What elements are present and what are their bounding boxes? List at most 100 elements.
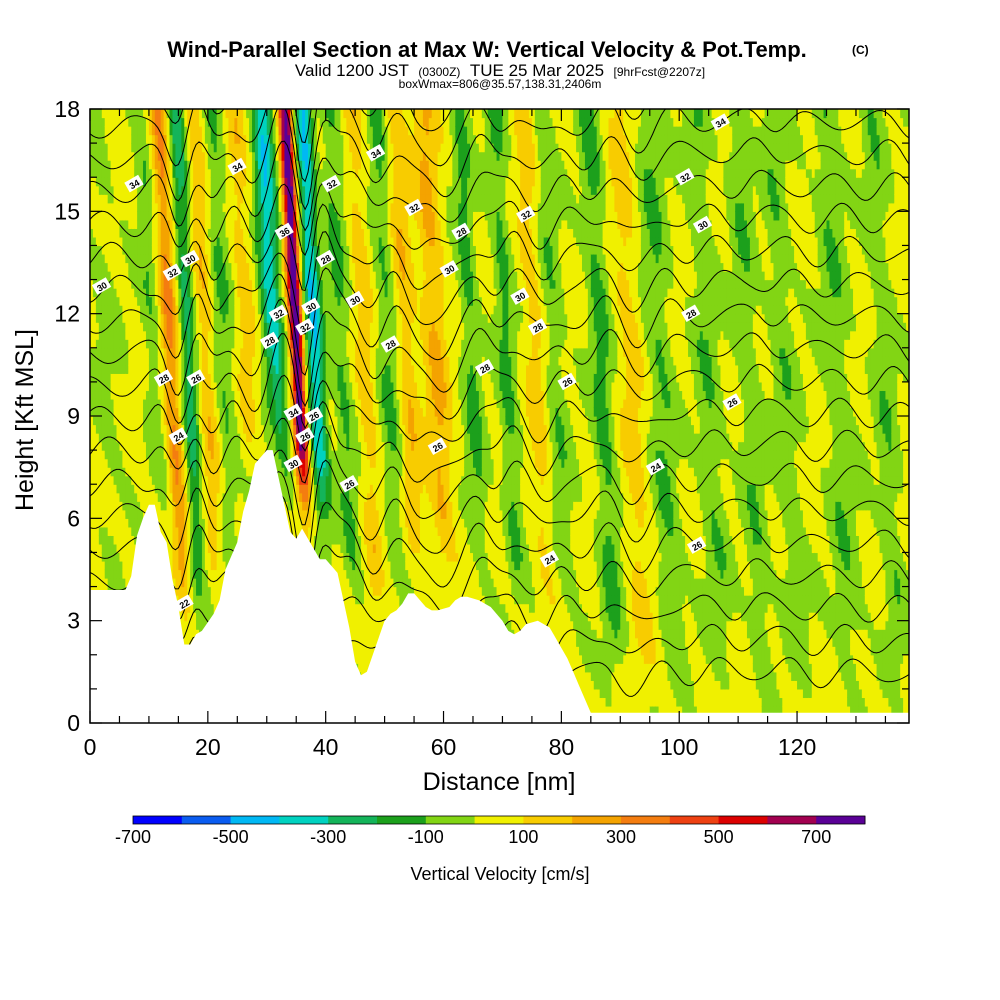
vv-cell xyxy=(98,578,103,588)
vv-cell xyxy=(175,211,179,221)
vv-cell xyxy=(257,347,262,357)
vv-cell xyxy=(95,475,100,485)
vv-cell xyxy=(116,330,121,340)
vv-cell xyxy=(163,509,168,519)
vv-cell xyxy=(243,330,247,340)
vv-cell xyxy=(196,305,200,315)
vv-cell xyxy=(228,151,233,161)
vv-cell xyxy=(219,484,224,494)
vv-cell xyxy=(187,509,191,519)
vv-cell xyxy=(207,407,212,417)
vv-cell xyxy=(190,407,194,417)
vv-cell xyxy=(92,526,97,536)
vv-cell xyxy=(243,322,247,332)
vv-cell xyxy=(196,151,200,161)
vv-cell xyxy=(243,433,247,443)
vv-cell xyxy=(181,271,185,281)
vv-cell xyxy=(134,467,138,477)
vv-cell xyxy=(134,398,138,409)
vv-cell xyxy=(95,535,100,545)
vv-cell xyxy=(148,305,153,315)
vv-cell xyxy=(213,194,218,204)
vv-cell xyxy=(157,151,162,161)
vv-cell xyxy=(101,194,106,204)
vv-cell xyxy=(219,202,224,212)
vv-cell xyxy=(263,305,268,315)
vv-cell xyxy=(119,279,124,289)
vv-cell xyxy=(228,143,233,153)
vv-cell xyxy=(237,219,241,229)
vv-cell xyxy=(172,339,177,349)
vv-cell xyxy=(210,586,215,596)
vv-cell xyxy=(275,202,280,212)
vv-cell xyxy=(225,109,230,119)
vv-cell xyxy=(184,586,188,596)
vv-cell xyxy=(228,322,233,332)
vv-cell xyxy=(113,288,118,298)
vv-cell xyxy=(101,322,106,332)
vv-cell xyxy=(231,347,235,357)
vv-cell xyxy=(90,552,94,562)
vv-cell xyxy=(128,160,132,170)
vv-cell xyxy=(287,450,291,460)
vv-cell xyxy=(193,509,197,519)
vv-cell xyxy=(257,228,262,238)
vv-cell xyxy=(204,543,209,554)
vv-cell xyxy=(284,168,288,178)
vv-cell xyxy=(110,450,115,460)
vv-cell xyxy=(181,416,185,426)
vv-cell xyxy=(254,202,259,212)
vv-cell xyxy=(219,168,224,178)
vv-cell xyxy=(204,612,209,622)
vv-cell xyxy=(281,322,286,332)
vv-cell xyxy=(154,253,159,264)
vv-cell xyxy=(143,330,147,340)
vv-cell xyxy=(249,168,253,178)
vv-cell xyxy=(243,381,247,392)
vv-cell xyxy=(104,219,109,229)
vv-cell xyxy=(163,262,168,272)
vv-cell xyxy=(145,262,150,272)
vv-cell xyxy=(222,143,227,153)
vv-cell xyxy=(269,416,274,426)
vv-cell xyxy=(193,228,197,238)
vv-cell xyxy=(119,398,124,409)
vv-cell xyxy=(287,202,291,212)
vv-cell xyxy=(207,202,212,212)
vv-cell xyxy=(275,279,280,289)
vv-cell xyxy=(237,143,241,153)
vv-cell xyxy=(207,518,212,528)
vv-cell xyxy=(101,458,106,468)
vv-cell xyxy=(160,484,165,494)
vv-cell xyxy=(157,160,162,170)
vv-cell xyxy=(284,245,288,255)
vv-cell xyxy=(134,219,138,229)
vv-cell xyxy=(204,509,209,519)
vv-cell xyxy=(125,450,129,460)
vv-cell xyxy=(92,518,97,528)
vv-cell xyxy=(134,518,138,528)
vv-cell xyxy=(204,151,209,161)
vv-cell xyxy=(210,364,215,374)
vv-cell xyxy=(199,595,203,605)
vv-cell xyxy=(201,364,206,374)
vv-cell xyxy=(278,245,283,255)
vv-cell xyxy=(190,458,194,468)
vv-cell xyxy=(151,143,156,153)
vv-cell xyxy=(210,160,215,170)
vv-cell xyxy=(193,433,197,443)
vv-cell xyxy=(281,211,286,221)
vv-cell xyxy=(125,526,129,536)
vv-cell xyxy=(237,424,241,434)
vv-cell xyxy=(234,475,238,485)
vv-cell xyxy=(278,433,283,443)
vv-cell xyxy=(207,381,212,392)
vv-cell xyxy=(201,518,206,528)
vv-cell xyxy=(213,143,218,153)
vv-cell xyxy=(275,134,280,144)
vv-cell xyxy=(225,424,230,434)
vv-cell xyxy=(101,373,106,383)
vv-cell xyxy=(166,253,171,264)
vv-cell xyxy=(193,271,197,281)
vv-cell xyxy=(113,253,118,264)
